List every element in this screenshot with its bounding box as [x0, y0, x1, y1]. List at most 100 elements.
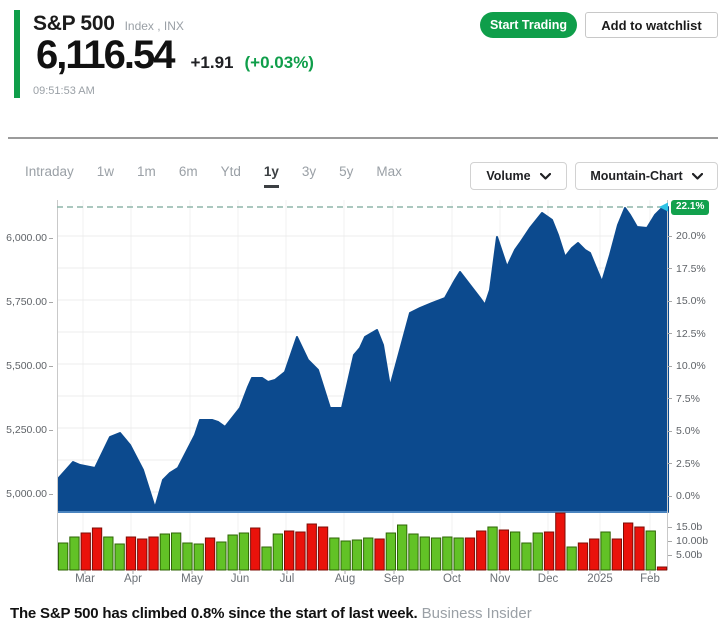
volume-bar-up [216, 541, 227, 571]
volume-bar-up [566, 546, 577, 571]
page-title: S&P 500 [33, 12, 115, 35]
caption-text: The S&P 500 has climbed 0.8% since the s… [10, 605, 418, 622]
volume-bar-down [634, 526, 645, 571]
volume-bar-down [611, 538, 623, 571]
volume-bar-up [114, 543, 125, 571]
volume-bar-down [284, 530, 295, 571]
volume-bar-down [148, 536, 159, 571]
header-divider [8, 137, 718, 139]
volume-bar-down [577, 542, 589, 571]
range-tab-max[interactable]: Max [376, 164, 402, 179]
volume-bar-up [159, 533, 170, 571]
chart-type-dropdown[interactable]: Mountain-Chart [575, 162, 718, 190]
volume-bar-down [498, 529, 510, 571]
chevron-down-icon [691, 172, 703, 180]
volume-bar-up [351, 539, 363, 571]
start-trading-button[interactable]: Start Trading [480, 12, 577, 38]
price-axis-tick-label: 5,250.00 [0, 423, 53, 437]
month-axis-label: Mar [75, 573, 95, 585]
month-axis-label: 2025 [587, 573, 613, 585]
price-axis-tick-label: 6,000.00 [0, 231, 53, 245]
volume-bar-up [272, 533, 283, 571]
price-change-percent: (+0.03%) [244, 53, 314, 72]
percent-axis-tick-label: 0.0% [668, 489, 700, 503]
percent-axis-tick-label: 2.5% [668, 457, 700, 471]
volume-bar-up [442, 536, 453, 571]
price-axis-tick-label: 5,750.00 [0, 295, 53, 309]
month-axis-label: Jul [279, 573, 295, 585]
volume-bar-up [227, 534, 238, 571]
volume-bar-down [374, 538, 385, 571]
quote-timestamp: 09:51:53 AM [33, 85, 95, 97]
volume-bar-down [137, 538, 148, 571]
volume-bar-up [329, 537, 340, 571]
volume-bar-up [453, 537, 464, 571]
volume-bar-up [397, 524, 408, 571]
range-tab-1y[interactable]: 1y [263, 164, 279, 188]
volume-bar-down [543, 531, 555, 571]
price-axis-tick-label: 5,000.00 [0, 487, 53, 501]
month-axis-label: Feb [640, 573, 660, 585]
volume-bar-up [532, 532, 543, 571]
volume-bar-up [238, 532, 250, 571]
volume-bar-up [385, 532, 397, 571]
current-change-badge: 22.1% [671, 200, 710, 215]
month-axis-label: Apr [124, 573, 142, 585]
volume-bar-up [645, 530, 656, 571]
month-axis-label: Jun [230, 573, 250, 585]
volume-bar-up [171, 532, 182, 571]
volume-axis-tick-label: 15.0b [668, 520, 702, 534]
volume-bar-up [58, 542, 69, 571]
volume-bar-down [80, 532, 91, 571]
volume-bar-down [204, 537, 216, 571]
volume-bar-up [487, 526, 498, 571]
volume-bar-up [408, 533, 419, 571]
volume-axis-tick-label: 10.00b [668, 534, 708, 548]
price-row: 6,116.54 +1.91 (+0.03%) [36, 33, 314, 78]
volume-bar-down [476, 530, 487, 571]
time-range-tabs: Intraday 1w 1m 6m Ytd 1y 3y 5y Max [25, 164, 402, 188]
percent-axis-tick-label: 12.5% [668, 327, 706, 341]
price-volume-svg[interactable] [57, 200, 674, 578]
percent-axis-tick-label: 20.0% [668, 229, 706, 243]
range-tab-ytd[interactable]: Ytd [220, 164, 241, 179]
price-axis-tick-label: 5,500.00 [0, 359, 53, 373]
volume-bar-up [510, 531, 521, 571]
volume-dropdown-label: Volume [486, 169, 531, 183]
volume-bar-down [250, 527, 261, 571]
chevron-down-icon [539, 172, 551, 180]
price-change: +1.91 [190, 53, 234, 72]
month-axis-label: Sep [383, 573, 405, 585]
volume-bar-up [430, 537, 442, 571]
price-mountain-area [57, 205, 669, 513]
month-axis-label: Aug [334, 573, 356, 585]
range-tab-1w[interactable]: 1w [96, 164, 115, 179]
volume-bar-up [600, 531, 611, 571]
caption-source: Business Insider [417, 605, 532, 622]
volume-bar-down [555, 512, 566, 571]
current-price: 6,116.54 [36, 33, 175, 77]
chart-caption: The S&P 500 has climbed 0.8% since the s… [10, 605, 532, 622]
volume-bar-up [182, 542, 193, 571]
volume-dropdown[interactable]: Volume [470, 162, 567, 190]
add-to-watchlist-button[interactable]: Add to watchlist [585, 12, 718, 38]
percent-axis-tick-label: 15.0% [668, 294, 706, 308]
current-level-marker-icon [659, 202, 668, 212]
range-tab-5y[interactable]: 5y [339, 164, 354, 179]
title-row: S&P 500 Index , INX [33, 12, 184, 36]
month-axis-label: May [181, 573, 203, 585]
percent-axis-tick-label: 5.0% [668, 424, 700, 438]
volume-bar-down [295, 531, 306, 571]
range-tab-6m[interactable]: 6m [178, 164, 198, 179]
range-tab-3y[interactable]: 3y [301, 164, 317, 179]
volume-bar-up [363, 537, 374, 571]
range-tab-1m[interactable]: 1m [137, 164, 156, 179]
month-axis-label: Dec [537, 573, 559, 585]
volume-bar-down [464, 537, 476, 571]
range-tab-intraday[interactable]: Intraday [25, 164, 74, 179]
volume-bar-up [69, 536, 80, 571]
percent-axis-tick-label: 17.5% [668, 262, 706, 276]
volume-bar-down [589, 538, 600, 571]
month-axis-label: Nov [489, 573, 511, 585]
